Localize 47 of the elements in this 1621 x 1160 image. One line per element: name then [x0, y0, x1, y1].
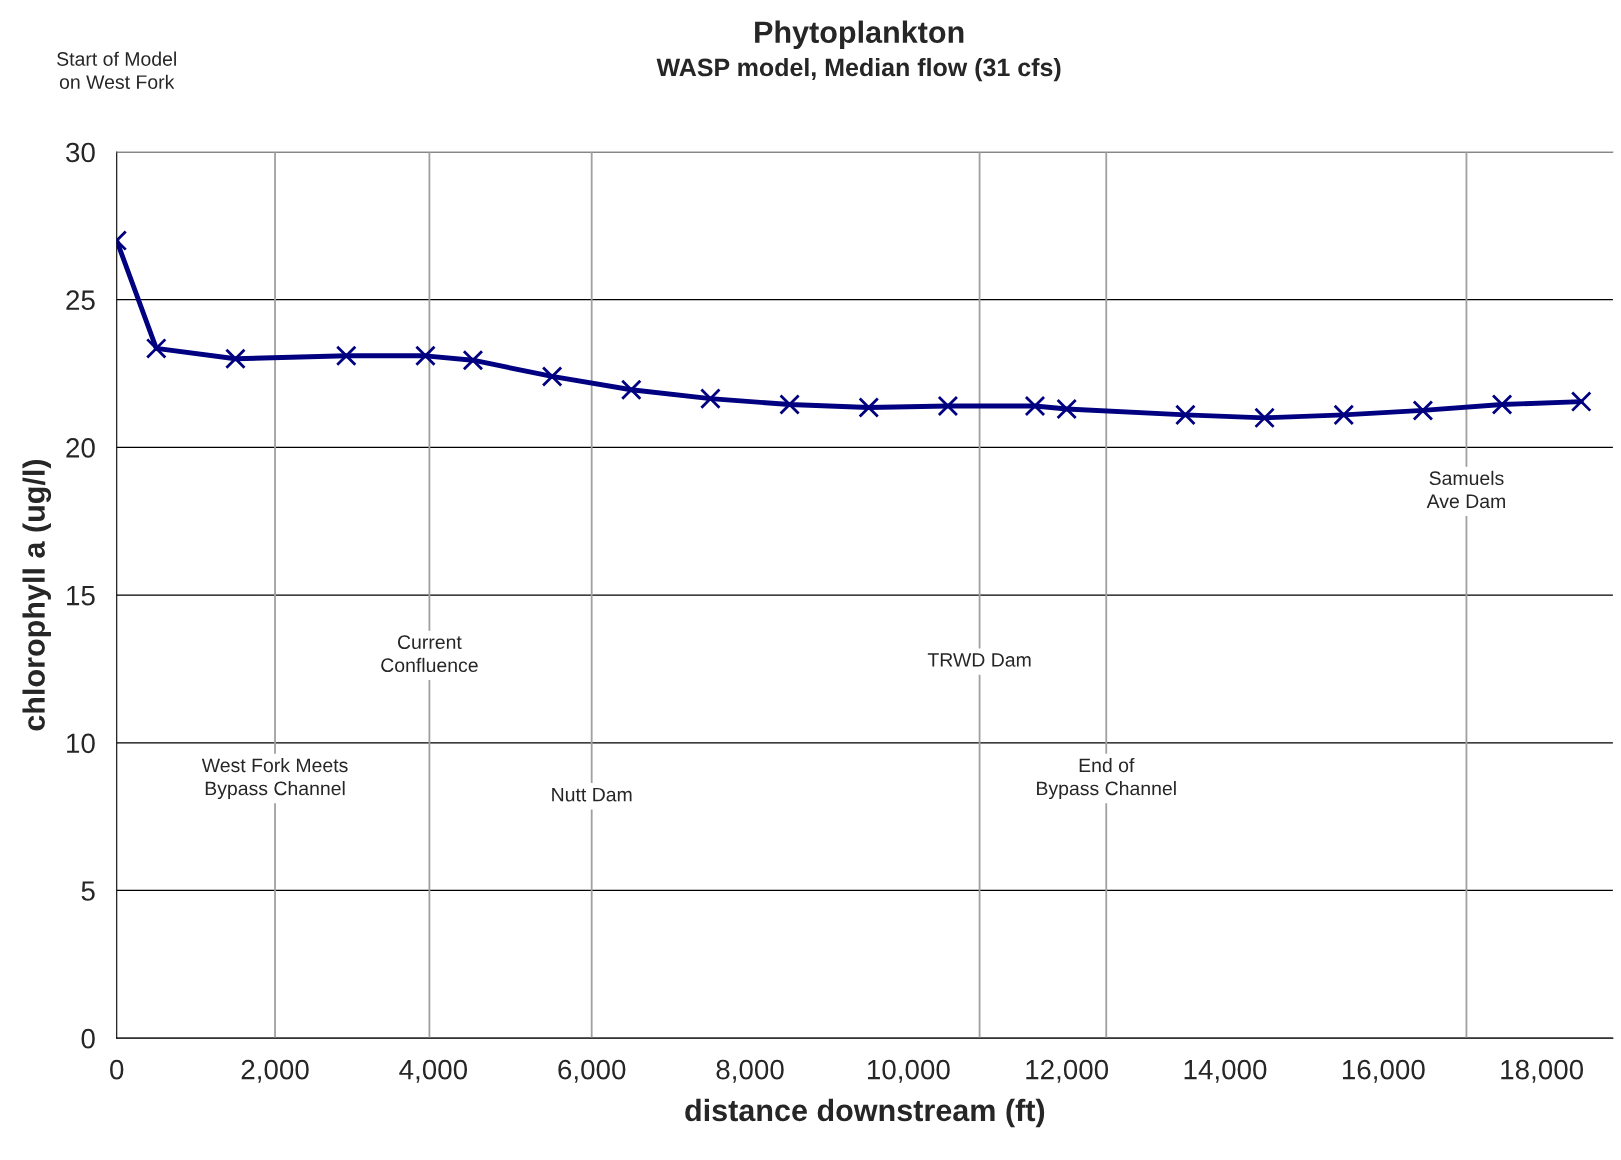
- point: [620, 379, 642, 401]
- point: [1056, 398, 1078, 420]
- x-tick-label: 6,000: [558, 1059, 626, 1083]
- chart-subtitle: WASP model, Median flow (31 cfs): [656, 57, 1061, 82]
- y-tick-label: 10: [67, 733, 95, 754]
- x-tick-label: 10,000: [867, 1059, 950, 1083]
- y-tick-label: 15: [67, 586, 95, 606]
- point: [1254, 407, 1275, 429]
- x-tick-label: 8,000: [716, 1059, 784, 1083]
- y-tick-label: 0: [81, 1028, 95, 1049]
- text: Start of Model on West Fork: [57, 51, 176, 89]
- x-tick-label: 2,000: [241, 1059, 309, 1083]
- point: [937, 395, 959, 417]
- x-tick-label: 18,000: [1501, 1059, 1584, 1083]
- ref-line-label: West Fork Meets Bypass Channel: [201, 757, 348, 800]
- point: [1175, 404, 1196, 426]
- point: [225, 348, 246, 370]
- x-tick-label: 14,000: [1184, 1059, 1267, 1083]
- x-tick-label: 4,000: [399, 1059, 468, 1083]
- point: [700, 388, 721, 410]
- point: [1333, 404, 1355, 426]
- x-tick-label: 0: [110, 1059, 124, 1080]
- point: [335, 345, 357, 367]
- ref-line-label: Nutt Dam: [552, 787, 632, 802]
- y-tick-label: 20: [66, 438, 95, 458]
- ref-line-label: TRWD Dam: [927, 653, 1031, 667]
- ref-line-label: Current Confluence: [381, 635, 478, 673]
- ref-line-label: End of Bypass Channel: [1037, 757, 1176, 800]
- y-axis-title: chlorophyll a (ug/l): [22, 459, 52, 731]
- y-tick-label: 30: [66, 142, 95, 163]
- point: [541, 366, 563, 387]
- x-tick-label: 16,000: [1342, 1059, 1425, 1083]
- y-tick-label: 25: [66, 290, 95, 311]
- point: [1024, 395, 1046, 417]
- point: [1491, 394, 1513, 415]
- x-axis-title: distance downstream (ft): [685, 1098, 1045, 1128]
- point: [1412, 400, 1434, 421]
- point: [779, 394, 801, 415]
- point: [858, 397, 880, 418]
- ref-line-label: Samuels Ave Dam: [1426, 470, 1505, 509]
- point: [145, 337, 167, 359]
- point: [1570, 391, 1592, 412]
- point: [415, 345, 436, 367]
- chart-title: Phytoplankton: [755, 20, 964, 50]
- y-tick-label: 5: [81, 881, 95, 901]
- point: [462, 349, 484, 371]
- x-tick-label: 12,000: [1026, 1059, 1109, 1083]
